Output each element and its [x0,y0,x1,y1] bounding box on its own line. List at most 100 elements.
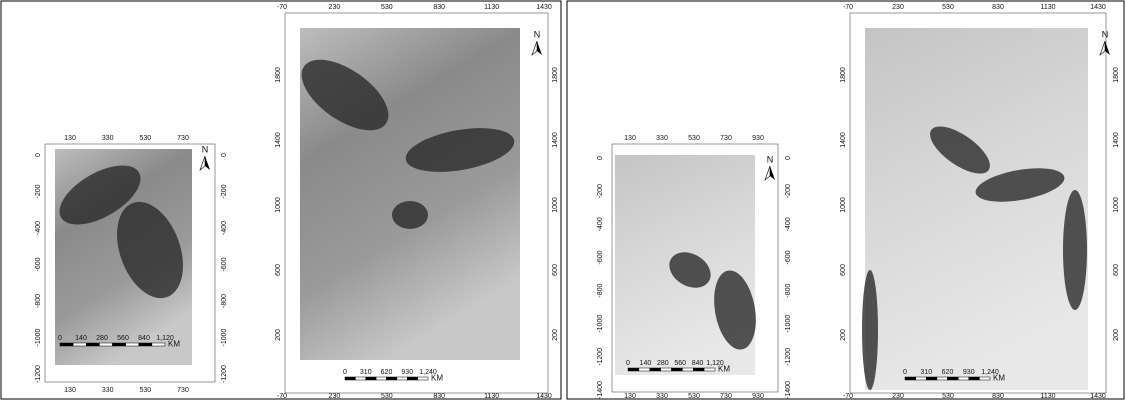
x-tick-label: 830 [433,393,445,400]
scale-unit: KM [431,374,443,383]
y-tick-label: -800 [35,294,42,308]
scale-bar-segment [418,377,428,380]
scale-label: 280 [657,360,669,367]
scale-label: 0 [343,369,347,376]
y-tick-label: 0 [221,153,228,157]
y-tick-label: -1000 [35,328,42,346]
scale-label: 930 [401,369,413,376]
y-tick-label: -400 [785,217,792,231]
x-tick-label: 1430 [1090,393,1106,400]
scale-bar-segment [979,377,990,380]
x-tick-label: 230 [329,4,341,11]
x-tick-label: 530 [942,393,954,400]
scale-unit: KM [993,374,1005,383]
y-tick-label: 1800 [1113,67,1120,83]
north-arrow [532,41,537,55]
scale-bar-segment [407,377,417,380]
map: -70-702302305305308308301130113014301430… [840,4,1120,400]
scale-label: 140 [75,335,87,342]
y-tick-label: -800 [597,283,604,297]
scale-bar-segment [926,377,937,380]
north-label: N [202,144,209,154]
y-tick-label: 600 [552,264,559,276]
scale-label: 310 [920,369,932,376]
y-tick-label: -600 [35,257,42,271]
north-arrow [537,41,542,55]
scale-bar-segment [113,343,126,346]
x-tick-label: 730 [177,387,189,394]
y-tick-label: -1000 [597,315,604,333]
scale-bar-segment [99,343,112,346]
x-tick-label: 830 [992,393,1004,400]
y-tick-label: -1400 [597,381,604,399]
y-tick-label: 1400 [275,132,282,148]
scale-bar-segment [704,368,715,371]
scale-bar-segment [672,368,683,371]
y-tick-label: -1000 [785,315,792,333]
x-tick-label: 1130 [1040,393,1055,400]
scale-bar-segment [693,368,704,371]
scale-label: 930 [963,369,975,376]
scale-bar-segment [60,343,73,346]
north-arrow [765,166,770,180]
y-tick-label: -1200 [221,365,228,383]
y-tick-label: -1000 [221,328,228,346]
y-tick-label: 200 [1113,329,1120,341]
x-tick-label: 130 [64,387,76,394]
scale-bar-segment [152,343,165,346]
y-tick-label: -400 [597,217,604,231]
x-tick-label: 230 [892,393,904,400]
y-tick-label: 1000 [552,197,559,213]
figure: 130 130 330 330 530 530 730 730 0 0 -200 -200 -400 -4… [0,0,1126,400]
y-tick-label: -400 [35,221,42,235]
satellite-image [865,28,1088,390]
scale-label: 560 [674,360,686,367]
x-tick-label: 730 [720,393,732,400]
scale-bar-segment [916,377,927,380]
y-tick-label: -600 [785,250,792,264]
x-tick-label: 230 [329,393,341,400]
x-tick-label: 330 [656,393,668,400]
scale-label: 0 [58,335,62,342]
x-tick-label: 830 [433,4,445,11]
x-tick-label: 530 [381,4,393,11]
scale-bar-segment [628,368,639,371]
y-tick-label: -1200 [785,348,792,366]
scale-label: 0 [626,360,630,367]
scale-label: 0 [903,369,907,376]
y-tick-label: 1400 [1113,132,1120,148]
north-arrow [205,156,210,170]
scale-bar-segment [958,377,969,380]
x-tick-label: 530 [139,387,151,394]
scale-bar-segment [639,368,650,371]
scale-label: 620 [381,369,393,376]
x-tick-label: 330 [656,135,668,142]
x-tick-label: 830 [992,4,1004,11]
y-tick-label: -200 [597,184,604,198]
x-tick-label: 530 [139,135,151,142]
scale-bar-segment [86,343,99,346]
scale-label: 140 [640,360,652,367]
y-tick-label: -200 [221,184,228,198]
y-tick-label: -800 [221,294,228,308]
scale-bar-segment [948,377,959,380]
y-tick-label: -800 [785,283,792,297]
scale-label: 840 [692,360,704,367]
x-tick-label: 1130 [484,4,499,11]
scale-bar-segment [376,377,386,380]
x-tick-label: 930 [752,135,764,142]
scale-bar-segment [345,377,355,380]
north-label: N [1102,29,1109,39]
x-tick-label: -70 [843,393,853,400]
x-tick-label: 1430 [536,4,552,11]
north-arrow [770,166,775,180]
scale-bar-segment [355,377,365,380]
y-tick-label: 0 [597,156,604,160]
x-tick-label: 130 [624,393,636,400]
scale-unit: KM [168,340,180,349]
scale-bar-segment [682,368,693,371]
x-tick-label: 130 [624,135,636,142]
north-arrow [1100,41,1105,55]
north-label: N [534,29,541,39]
